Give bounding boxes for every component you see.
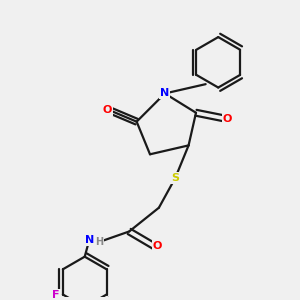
Text: O: O <box>223 114 232 124</box>
Text: O: O <box>102 105 112 115</box>
Text: O: O <box>153 241 162 251</box>
Text: F: F <box>52 290 60 299</box>
Text: S: S <box>171 173 179 183</box>
Text: H: H <box>95 237 104 247</box>
Text: N: N <box>160 88 170 98</box>
Text: N: N <box>85 236 94 245</box>
